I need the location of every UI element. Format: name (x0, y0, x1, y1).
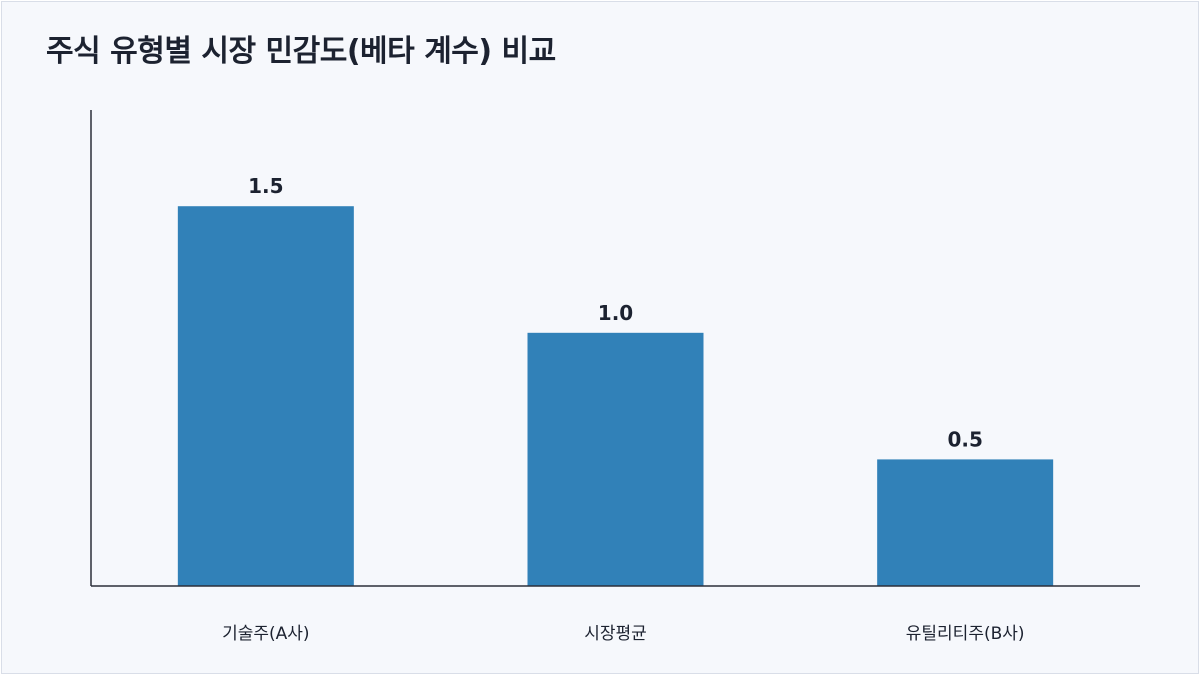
category-tick-label: 시장평균 (584, 624, 647, 644)
bar (177, 206, 354, 586)
bar (877, 459, 1054, 586)
bar (527, 332, 704, 586)
category-tick-label: 기술주(A사) (222, 624, 309, 644)
data-label: 1.5 (248, 174, 283, 198)
chart-title: 주식 유형별 시장 민감도(베타 계수) 비교 (46, 34, 556, 69)
data-label: 0.5 (947, 427, 982, 451)
data-label: 1.0 (598, 301, 633, 325)
category-tick-label: 유틸리티주(B사) (906, 624, 1025, 644)
